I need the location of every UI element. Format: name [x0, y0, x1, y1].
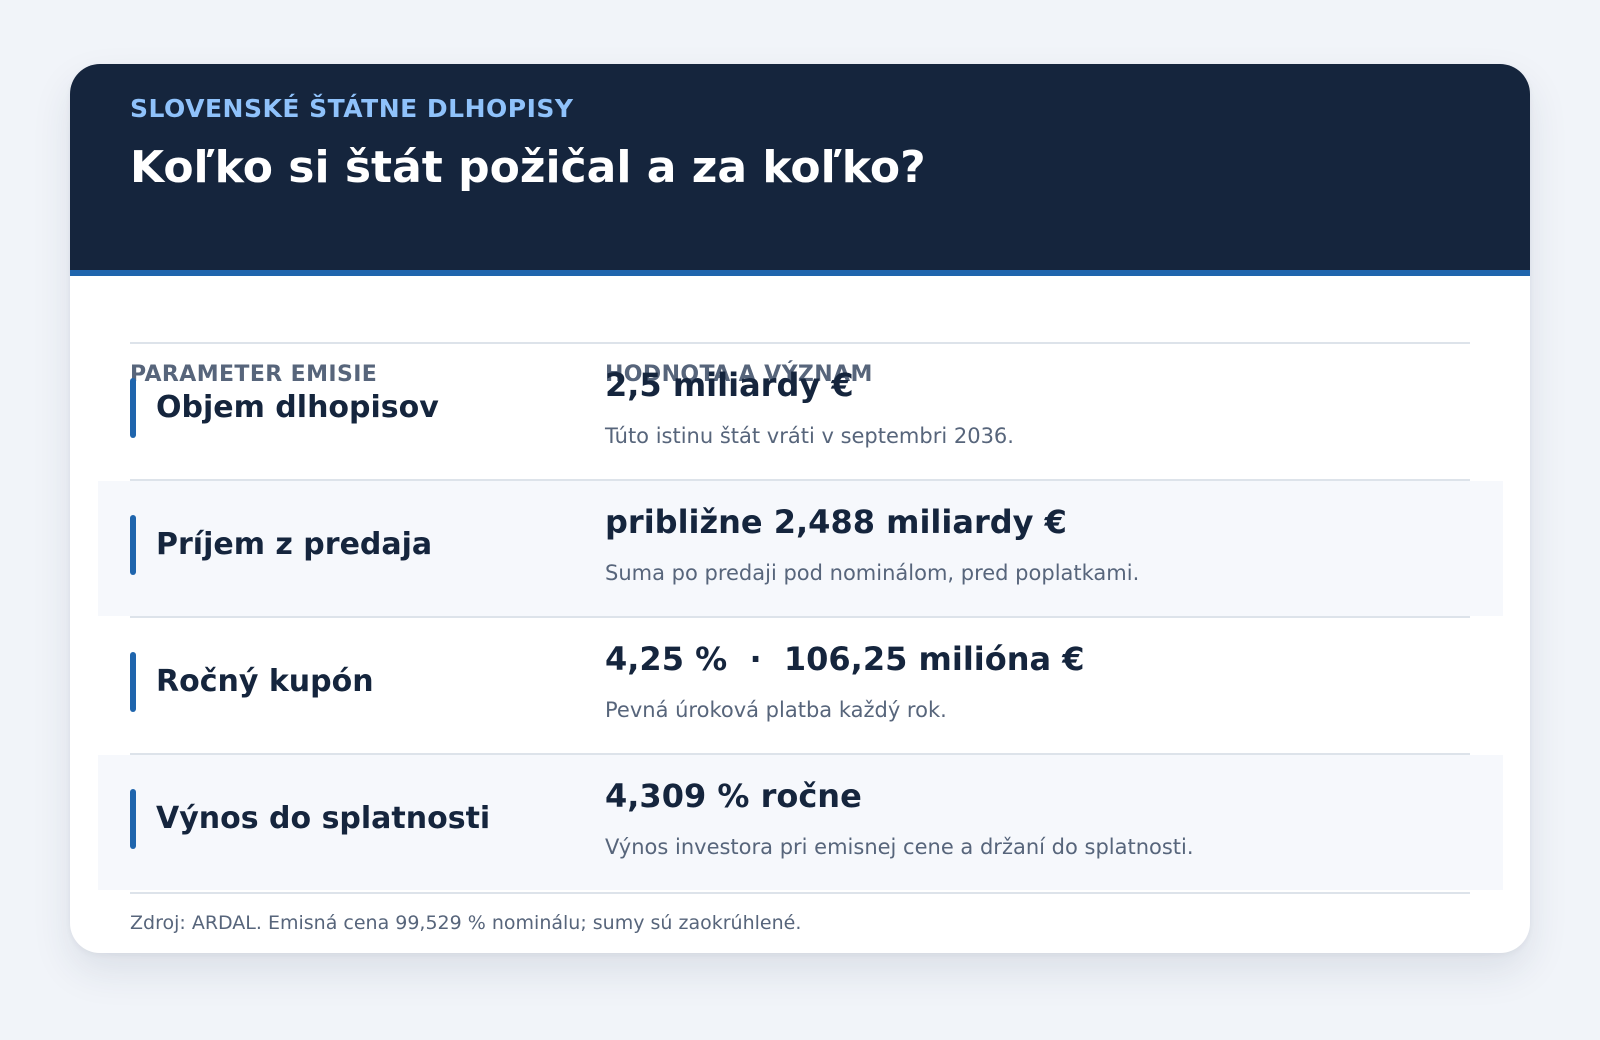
- row-value: 2,5 miliardy €: [605, 366, 854, 404]
- table-row-proceeds: Príjem z predaja približne 2,488 miliard…: [98, 481, 1503, 616]
- row-parameter: Výnos do splatnosti: [156, 801, 491, 836]
- row-value: 4,309 % ročne: [605, 777, 862, 815]
- row-accent-bar: [130, 378, 136, 438]
- row-accent-bar: [130, 652, 136, 712]
- row-accent-bar: [130, 789, 136, 849]
- table-divider: [130, 479, 1470, 481]
- row-parameter: Ročný kupón: [156, 664, 374, 699]
- row-parameter: Príjem z predaja: [156, 527, 433, 562]
- table-row-volume: Objem dlhopisov 2,5 miliardy € Túto isti…: [98, 344, 1503, 479]
- table-divider: [130, 892, 1470, 894]
- row-parameter: Objem dlhopisov: [156, 390, 439, 425]
- row-description: Výnos investora pri emisnej cene a držan…: [605, 835, 1194, 859]
- bond-summary-card: SLOVENSKÉ ŠTÁTNE DLHOPISY Koľko si štát …: [70, 64, 1530, 953]
- row-description: Pevná úroková platba každý rok.: [605, 698, 947, 722]
- row-description: Túto istinu štát vráti v septembri 2036.: [605, 424, 1014, 448]
- column-header-value: HODNOTA A VÝZNAM: [605, 362, 873, 387]
- table-row-yield: Výnos do splatnosti 4,309 % ročne Výnos …: [98, 755, 1503, 890]
- row-description: Suma po predaji pod nominálom, pred popl…: [605, 561, 1140, 585]
- row-value: približne 2,488 miliardy €: [605, 503, 1067, 541]
- header-eyebrow: SLOVENSKÉ ŠTÁTNE DLHOPISY: [130, 94, 574, 123]
- source-note: Zdroj: ARDAL. Emisná cena 99,529 % nomin…: [130, 912, 802, 934]
- table-row-coupon: Ročný kupón 4,25 % · 106,25 milióna € Pe…: [98, 618, 1503, 753]
- table-divider: [130, 616, 1470, 618]
- row-value: 4,25 % · 106,25 milióna €: [605, 640, 1085, 678]
- table-divider: [130, 753, 1470, 755]
- column-header-parameter: PARAMETER EMISIE: [130, 362, 378, 387]
- card-header: SLOVENSKÉ ŠTÁTNE DLHOPISY Koľko si štát …: [70, 64, 1530, 276]
- table-divider: [130, 342, 1470, 344]
- page-title: Koľko si štát požičal a za koľko?: [130, 142, 926, 193]
- row-accent-bar: [130, 515, 136, 575]
